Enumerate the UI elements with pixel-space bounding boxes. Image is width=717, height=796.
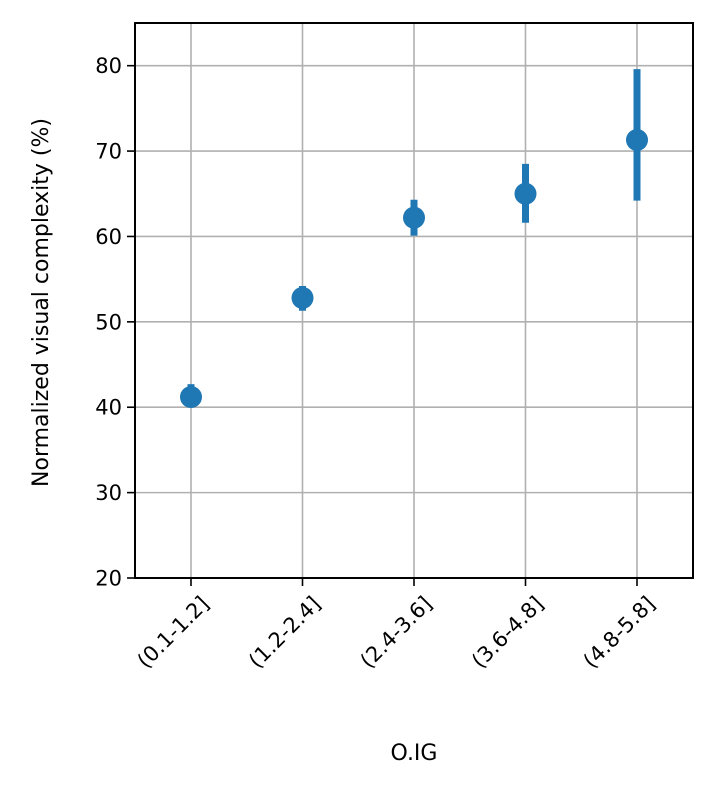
y-tick-label: 20 [95,567,122,591]
y-tick-label: 70 [95,140,122,164]
data-points [180,128,648,408]
y-tick-label: 80 [95,54,122,78]
x-tick-label: (3.6-4.8] [467,592,548,673]
data-point [180,385,202,408]
data-point [514,182,537,205]
data-point [626,128,648,151]
data-point [291,286,314,309]
y-tick-label: 30 [95,481,122,505]
y-tick-label: 40 [95,396,122,420]
grid-lines [135,23,693,578]
y-tick-label: 60 [95,225,122,249]
y-axis-label: Normalized visual complexity (%) [29,118,54,487]
x-axis-label: O.IG [391,741,438,766]
x-tick-label: (0.1-1.2] [133,592,214,673]
axis-ticks: (0.1-1.2] (1.2-2.4] (2.4-3.6] (3.6-4.8] (4.8… [95,54,659,673]
x-tick-label: (4.8-5.8] [579,592,660,673]
x-tick-label: (2.4-3.6] [356,592,437,673]
x-tick-label: (1.2-2.4] [244,592,325,673]
y-tick-label: 50 [95,310,122,334]
data-point [403,206,425,229]
